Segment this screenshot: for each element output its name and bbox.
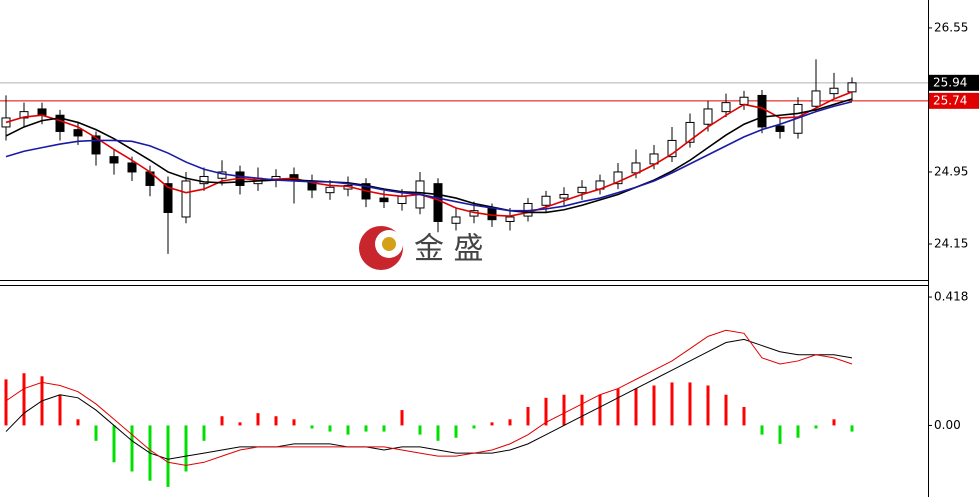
candle-body (127, 162, 137, 173)
candle-body (397, 195, 407, 204)
candle-body (775, 125, 785, 132)
candle-body (37, 108, 47, 116)
last-price-label: 25.94 (933, 75, 967, 89)
candle (829, 72, 839, 100)
candle (811, 59, 821, 112)
candle-body (109, 156, 119, 164)
candle-body (703, 108, 713, 125)
y-tick-label: 26.55 (934, 20, 968, 34)
candle (55, 109, 65, 141)
candle (199, 167, 209, 191)
candle-body (451, 216, 461, 224)
candle (757, 90, 767, 134)
candle-body (55, 114, 65, 132)
y-tick-label: 0.00 (934, 418, 961, 432)
candle-body (19, 111, 29, 119)
candle-body (757, 94, 767, 128)
candle (181, 171, 191, 224)
y-tick-label: 24.95 (934, 164, 968, 178)
candle (163, 176, 173, 254)
candle-body (739, 96, 749, 105)
candle-body (685, 121, 695, 143)
candle-body (325, 186, 335, 194)
alert-box (929, 92, 979, 109)
candle (613, 162, 623, 190)
candle-body (379, 197, 389, 203)
candle-body (721, 102, 731, 113)
alert-label: 25.74 (933, 93, 967, 107)
candle (451, 207, 461, 231)
candle-body (829, 87, 839, 95)
candle-body (181, 180, 191, 218)
candle (109, 149, 119, 175)
candle-body (667, 139, 677, 158)
candle (721, 93, 731, 118)
indicator-line (5, 329, 853, 466)
candle-body (541, 195, 551, 206)
candle-body (613, 171, 623, 185)
indicator-line (5, 98, 853, 214)
candle-body (91, 135, 101, 155)
indicator-line (5, 91, 853, 217)
logo-dot (382, 237, 396, 251)
candle (667, 126, 677, 163)
candle (505, 207, 515, 231)
indicator-line (5, 338, 853, 460)
candle (19, 102, 29, 127)
candle-body (631, 162, 641, 174)
candle-body (73, 129, 83, 137)
candle-body (433, 183, 443, 222)
candle (325, 180, 335, 200)
candle (775, 117, 785, 139)
candle-body (577, 186, 587, 194)
candle-body (199, 175, 209, 185)
last-price-box (929, 74, 979, 91)
watermark: 金 盛 (414, 232, 484, 267)
y-tick-label: 24.15 (934, 236, 968, 250)
indicator-line (5, 100, 853, 212)
candle-body (163, 183, 173, 213)
candle (559, 187, 569, 206)
watermark-logo (359, 226, 403, 270)
candle (577, 180, 587, 200)
candle (685, 113, 695, 148)
candle-body (505, 216, 515, 222)
candle-body (847, 82, 857, 93)
y-tick-label: 0.418 (934, 290, 968, 304)
candle (433, 178, 443, 233)
candle-body (559, 193, 569, 199)
candle-body (487, 207, 497, 221)
candle-body (811, 90, 821, 107)
